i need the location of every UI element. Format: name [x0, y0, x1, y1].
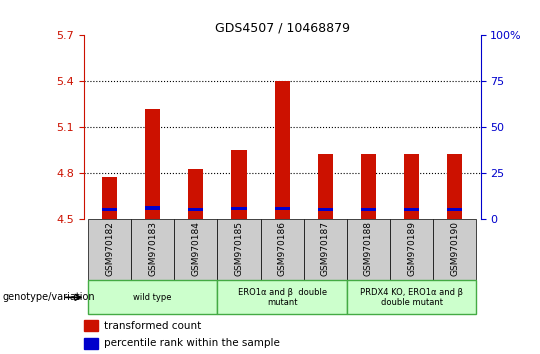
Bar — [174, 219, 218, 280]
Bar — [145, 206, 160, 210]
Text: ERO1α and β  double
mutant: ERO1α and β double mutant — [238, 288, 327, 307]
Bar — [84, 338, 98, 349]
Bar — [303, 219, 347, 280]
Text: transformed count: transformed count — [104, 321, 201, 331]
Bar — [361, 208, 376, 211]
Bar — [218, 280, 347, 314]
Text: GSM970184: GSM970184 — [191, 221, 200, 276]
Bar — [447, 154, 462, 219]
Bar — [102, 177, 117, 219]
Bar — [347, 219, 390, 280]
Bar — [318, 154, 333, 219]
Text: GSM970186: GSM970186 — [278, 221, 287, 276]
Bar — [84, 320, 98, 331]
Bar — [232, 207, 247, 210]
Text: GSM970183: GSM970183 — [148, 221, 157, 276]
Bar — [390, 219, 433, 280]
Bar — [361, 154, 376, 219]
Bar — [433, 219, 476, 280]
Bar — [261, 219, 303, 280]
Bar — [102, 207, 117, 211]
Bar — [447, 208, 462, 211]
Text: PRDX4 KO, ERO1α and β
double mutant: PRDX4 KO, ERO1α and β double mutant — [360, 288, 463, 307]
Text: GSM970187: GSM970187 — [321, 221, 330, 276]
Text: percentile rank within the sample: percentile rank within the sample — [104, 338, 279, 348]
Text: GSM970185: GSM970185 — [234, 221, 244, 276]
Bar — [275, 81, 289, 219]
Text: genotype/variation: genotype/variation — [3, 292, 96, 302]
Text: GSM970182: GSM970182 — [105, 221, 114, 276]
Bar — [188, 209, 204, 211]
Title: GDS4507 / 10468879: GDS4507 / 10468879 — [215, 21, 350, 34]
Text: GSM970188: GSM970188 — [364, 221, 373, 276]
Bar — [347, 280, 476, 314]
Bar — [188, 169, 204, 219]
Text: GSM970189: GSM970189 — [407, 221, 416, 276]
Bar — [131, 219, 174, 280]
Bar — [318, 208, 333, 211]
Text: wild type: wild type — [133, 293, 172, 302]
Text: GSM970190: GSM970190 — [450, 221, 459, 276]
Bar — [275, 207, 289, 210]
Bar — [145, 109, 160, 219]
Bar — [232, 150, 247, 219]
Bar — [88, 280, 218, 314]
Bar — [88, 219, 131, 280]
Bar — [404, 208, 419, 211]
Bar — [404, 154, 419, 219]
Bar — [218, 219, 261, 280]
